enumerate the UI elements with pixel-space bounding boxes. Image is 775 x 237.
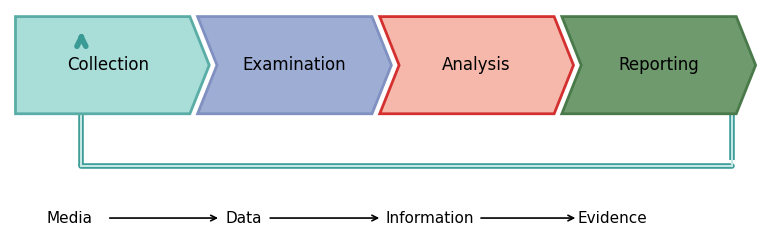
Polygon shape	[198, 17, 391, 114]
Polygon shape	[562, 17, 756, 114]
Text: Evidence: Evidence	[577, 210, 647, 226]
Text: Reporting: Reporting	[618, 56, 699, 74]
Text: Collection: Collection	[67, 56, 150, 74]
Text: Examination: Examination	[243, 56, 346, 74]
Text: Data: Data	[226, 210, 263, 226]
Polygon shape	[380, 17, 574, 114]
Text: Information: Information	[386, 210, 474, 226]
Polygon shape	[16, 17, 209, 114]
Text: Analysis: Analysis	[443, 56, 511, 74]
Text: Media: Media	[46, 210, 93, 226]
